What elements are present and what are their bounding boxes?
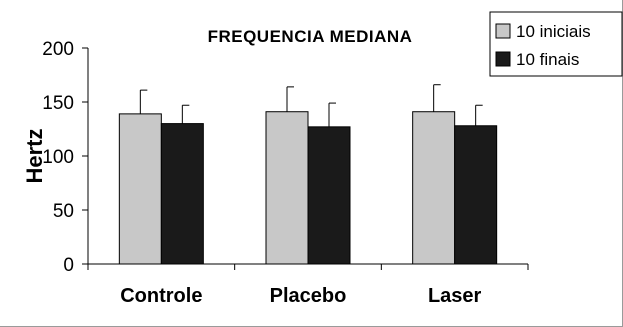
x-axis: Controle Placebo Laser — [87, 263, 529, 307]
y-tick-label: 100 — [42, 147, 74, 168]
bar — [118, 113, 162, 265]
y-tick-label: 200 — [42, 39, 74, 60]
bar — [307, 126, 351, 265]
y-tick-label: 50 — [53, 201, 74, 222]
bar — [454, 125, 498, 265]
y-tick-label: 0 — [63, 255, 74, 276]
legend-swatch — [495, 23, 511, 39]
chart-title: FREQUENCIA MEDIANA — [208, 27, 413, 46]
y-axis: 0 50 100 150 200 — [42, 39, 89, 276]
legend-label: 10 finais — [516, 50, 579, 69]
error-bars — [139, 84, 483, 127]
y-axis-label: Hertz — [22, 128, 47, 183]
legend-label: 10 iniciais — [516, 22, 591, 41]
x-tick-label: Placebo — [270, 285, 347, 307]
x-tick-label: Laser — [428, 285, 482, 307]
bar — [160, 123, 204, 265]
legend-box — [489, 11, 623, 77]
legend: 10 iniciais 10 finais — [489, 11, 623, 77]
bar — [412, 111, 456, 265]
bars — [118, 111, 498, 265]
legend-swatch — [495, 51, 511, 67]
y-tick-label: 150 — [42, 93, 74, 114]
bar — [265, 111, 309, 265]
x-tick-label: Controle — [120, 285, 202, 307]
